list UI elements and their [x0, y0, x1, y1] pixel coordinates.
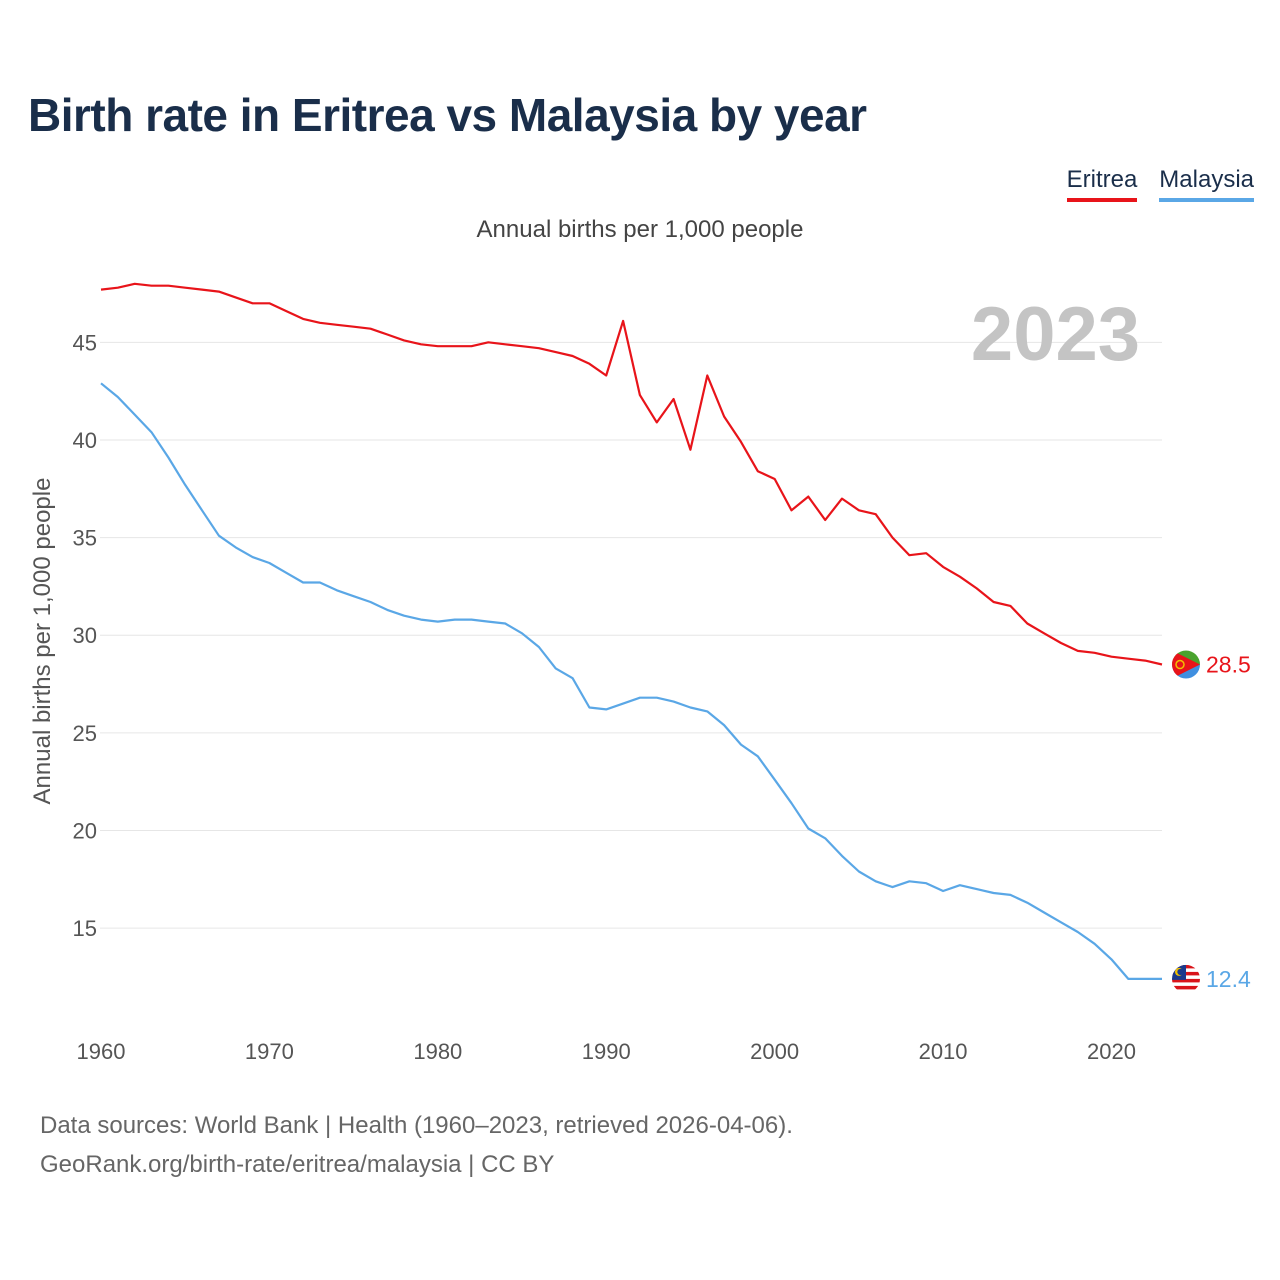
malaysia-flag-icon: [1172, 964, 1200, 993]
eritrea-flag-icon: [1172, 650, 1200, 679]
chart-title: Birth rate in Eritrea vs Malaysia by yea…: [28, 89, 867, 141]
line-chart: 2023 15 20 25 30 35 40 45 1960 1970 1980 1990 2000…: [29, 282, 1251, 1064]
y-tick-label: 45: [73, 330, 97, 355]
y-tick-label: 30: [73, 623, 97, 648]
y-tick-label: 35: [73, 526, 97, 551]
footer-sources: Data sources: World Bank | Health (1960–…: [40, 1112, 793, 1139]
y-tick-label: 25: [73, 721, 97, 746]
y-tick-label: 40: [73, 428, 97, 453]
y-tick-label: 15: [73, 916, 97, 941]
y-axis-label: Annual births per 1,000 people: [29, 478, 56, 805]
footer: Data sources: World Bank | Health (1960–…: [40, 1106, 793, 1184]
chart-subtitle: Annual births per 1,000 people: [476, 216, 804, 243]
series-line-eritrea: [100, 282, 1163, 666]
series-lines: [100, 282, 1163, 981]
end-markers: 28.5 12.4: [1172, 650, 1251, 993]
end-label-malaysia: 12.4: [1206, 966, 1251, 992]
end-label-eritrea: 28.5: [1206, 652, 1251, 678]
x-tick-label: 1960: [77, 1039, 126, 1064]
year-watermark: 2023: [971, 292, 1140, 377]
legend-item-malaysia[interactable]: Malaysia: [1159, 166, 1254, 202]
x-tick-label: 1970: [245, 1039, 294, 1064]
y-tick-label: 20: [73, 819, 97, 844]
footer-attribution[interactable]: GeoRank.org/birth-rate/eritrea/malaysia …: [40, 1151, 555, 1178]
x-tick-label: 1980: [413, 1039, 462, 1064]
legend: Eritrea Malaysia: [1066, 166, 1254, 202]
series-line-malaysia: [100, 382, 1162, 981]
legend-item-eritrea[interactable]: Eritrea: [1066, 166, 1138, 202]
x-axis-ticks: 1960 1970 1980 1990 2000 2010 2020: [77, 1039, 1136, 1064]
x-tick-label: 2020: [1087, 1039, 1136, 1064]
y-axis-ticks: 15 20 25 30 35 40 45: [73, 330, 97, 941]
x-tick-label: 2010: [919, 1039, 968, 1064]
grid-lines: [100, 341, 1162, 929]
x-tick-label: 1990: [582, 1039, 631, 1064]
x-tick-label: 2000: [750, 1039, 799, 1064]
